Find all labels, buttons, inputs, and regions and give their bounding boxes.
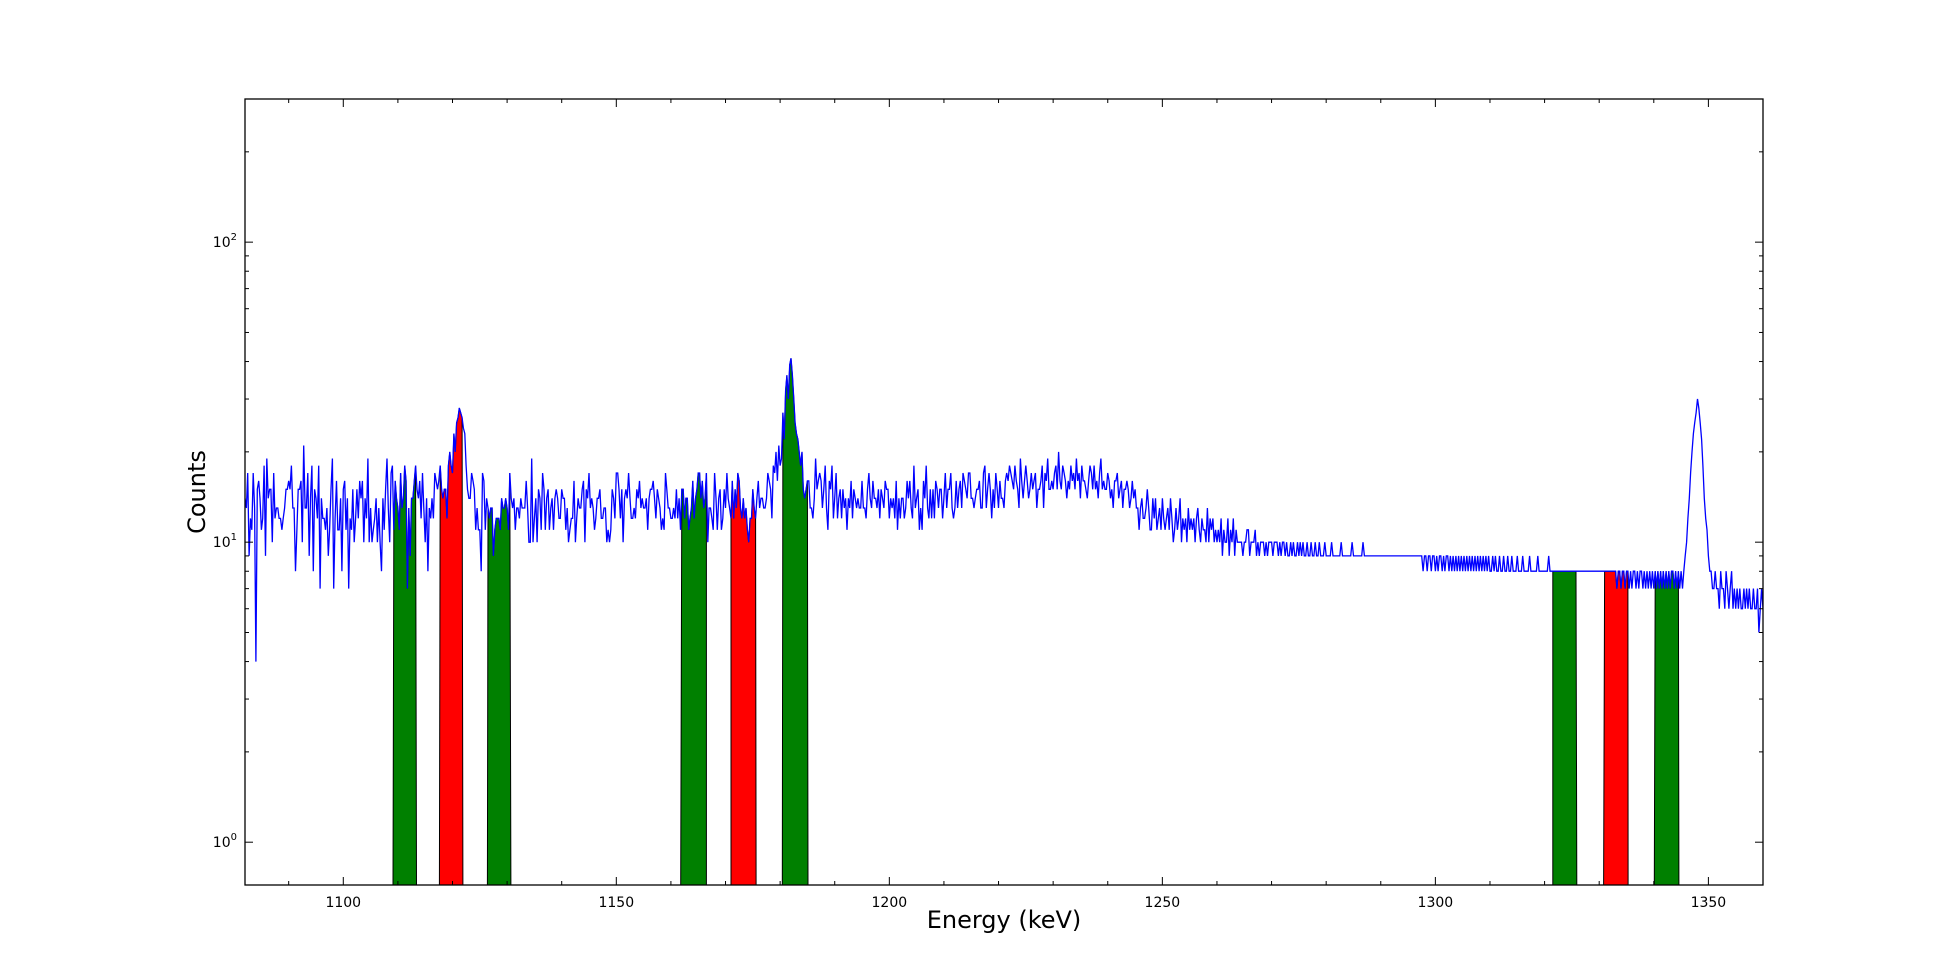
x-axis-ticks: 1100 1150 1200 1250 1300 1350: [288, 99, 1764, 911]
x-tick-label: 1100: [325, 895, 361, 911]
peak-region-1: [730, 472, 757, 885]
x-tick-label: 1350: [1691, 895, 1727, 911]
y-tick-label: 101: [213, 532, 237, 551]
y-axis-ticks: 100 101 102: [213, 98, 1763, 851]
background-region-4: [1552, 570, 1578, 885]
y-tick-label: 100: [213, 832, 237, 851]
background-region-1: [486, 472, 512, 885]
x-tick-label: 1250: [1145, 895, 1181, 911]
background-region-2: [680, 472, 707, 885]
region-layer: [392, 358, 1680, 885]
x-tick-label: 1300: [1418, 895, 1454, 911]
spectrum-line: [245, 358, 1763, 662]
x-tick-label: 1200: [872, 895, 908, 911]
background-region-5: [1653, 570, 1680, 885]
y-tick-label: 102: [213, 232, 237, 251]
x-axis-label: Energy (keV): [927, 906, 1082, 934]
y-axis-label: Counts: [183, 450, 211, 534]
peak-region-2: [1603, 570, 1629, 885]
x-tick-label: 1150: [598, 895, 634, 911]
plot-frame: [244, 98, 1764, 886]
background-region-0: [392, 465, 418, 885]
background-region-3: [781, 358, 809, 885]
peak-region-0: [438, 407, 464, 885]
